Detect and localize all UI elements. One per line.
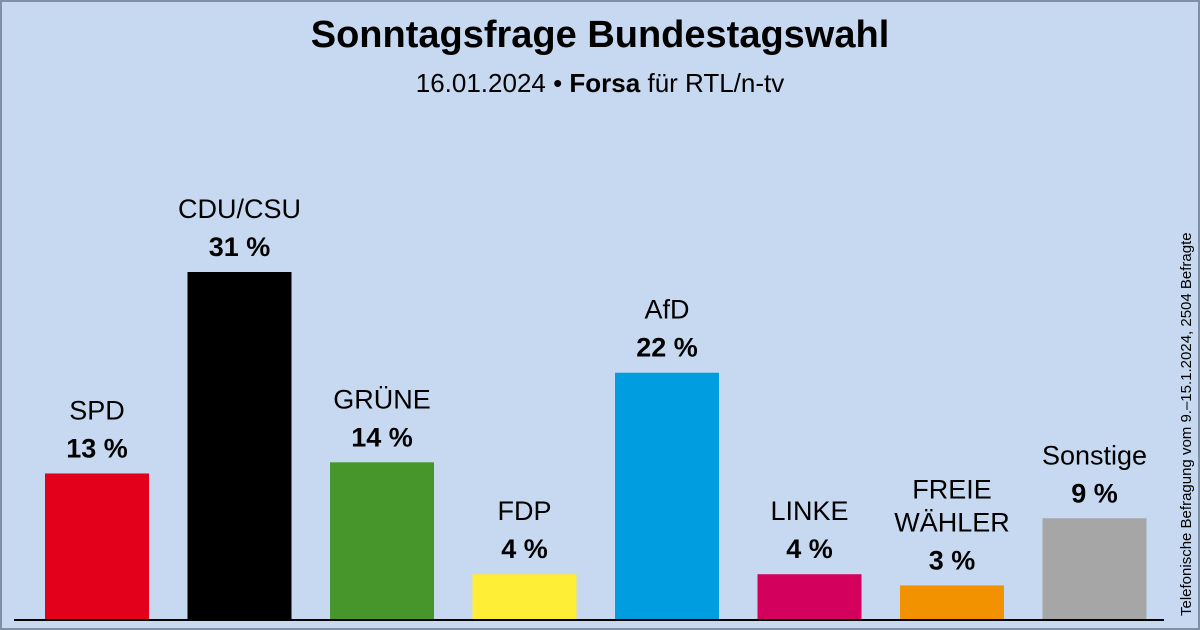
category-label: LINKE xyxy=(770,496,848,526)
value-label: 3 % xyxy=(929,545,976,575)
bar-freie-wähler xyxy=(900,585,1004,619)
category-label: FDP xyxy=(498,496,552,526)
category-label: SPD xyxy=(69,395,125,425)
bar-grüne xyxy=(330,462,434,619)
chart-subtitle: 16.01.2024 • Forsa für RTL/n-tv xyxy=(0,68,1200,99)
bar-cdu-csu xyxy=(187,272,292,619)
value-label: 13 % xyxy=(66,433,128,463)
x-axis-line xyxy=(14,619,1164,621)
subtitle-date: 16.01.2024 • xyxy=(415,68,563,98)
subtitle-client: für RTL/n-tv xyxy=(647,68,785,98)
subtitle-institute: Forsa xyxy=(569,68,641,98)
source-note: Telefonische Befragung vom 9.–15.1.2024,… xyxy=(1178,232,1195,616)
value-label: 22 % xyxy=(636,333,698,363)
category-label: CDU/CSU xyxy=(178,194,301,224)
value-label: 4 % xyxy=(786,534,833,564)
bar-afd xyxy=(615,372,719,619)
value-label: 9 % xyxy=(1071,478,1118,508)
chart-title: Sonntagsfrage Bundestagswahl xyxy=(310,14,890,56)
bar-linke xyxy=(757,574,862,619)
bar-fdp xyxy=(472,574,577,619)
value-label: 14 % xyxy=(351,422,413,452)
value-label: 4 % xyxy=(501,534,548,564)
bar-sonstige xyxy=(1042,518,1147,619)
bar-spd xyxy=(45,473,149,619)
category-label: AfD xyxy=(644,295,689,325)
category-label: GRÜNE xyxy=(333,384,431,414)
value-label: 31 % xyxy=(209,232,271,262)
category-label: FREIE xyxy=(912,474,992,504)
category-label: Sonstige xyxy=(1042,440,1147,470)
category-label: WÄHLER xyxy=(894,507,1010,537)
